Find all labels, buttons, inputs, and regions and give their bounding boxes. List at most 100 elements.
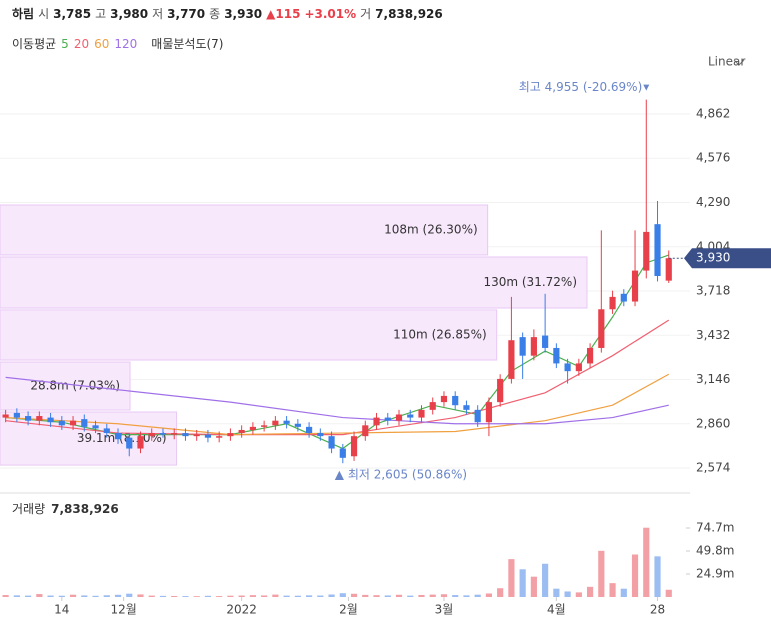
y-tick-label: 4,290 xyxy=(696,195,730,209)
legend-item[interactable]: 120 xyxy=(114,37,137,51)
header-item: 저 xyxy=(152,7,163,21)
legend-item[interactable]: 5 xyxy=(61,37,69,51)
volume-bar xyxy=(58,595,65,597)
y-tick-label: 2,860 xyxy=(696,416,730,430)
candle-body xyxy=(159,433,167,435)
y-tick-label: 3,718 xyxy=(696,284,730,298)
volume-profile-band xyxy=(0,256,588,309)
legend-item[interactable]: 60 xyxy=(94,37,109,51)
candle-body xyxy=(114,433,122,440)
candle-body xyxy=(36,416,43,421)
volume-profile-band xyxy=(0,204,489,256)
x-tick-label: 28 xyxy=(650,603,665,617)
candle-body xyxy=(452,395,459,406)
volume-bar xyxy=(362,594,369,597)
header-item: +3.01% xyxy=(304,7,356,21)
candle-body xyxy=(238,429,245,434)
candle-body xyxy=(631,270,639,302)
volume-bar xyxy=(238,595,245,597)
header-item: 종 xyxy=(209,7,220,21)
legend-item[interactable]: 20 xyxy=(74,37,89,51)
volume-bar xyxy=(216,596,223,597)
header-item: ▲115 xyxy=(266,7,300,21)
volume-bar xyxy=(485,593,493,597)
volume-bar xyxy=(283,595,290,597)
header-item: 3,930 xyxy=(224,7,262,21)
volume-tick-label: 49.8m xyxy=(696,543,734,557)
volume-bar xyxy=(418,594,425,597)
y-tick-label: 4,862 xyxy=(696,106,730,120)
volume-total: 7,838,926 xyxy=(51,502,119,516)
candle-body xyxy=(92,425,99,429)
volume-profile-band xyxy=(0,361,131,411)
candle-body xyxy=(306,426,313,434)
volume-tick-label: 24.9m xyxy=(696,566,734,580)
candle-body xyxy=(103,428,110,434)
volume-profile-label: 110m (26.85%) xyxy=(393,327,487,341)
volume-bar xyxy=(204,595,212,597)
candle-body xyxy=(418,409,425,418)
candle-body xyxy=(575,363,582,372)
candle-body xyxy=(171,433,178,435)
candle-body xyxy=(81,419,88,427)
candle-body xyxy=(395,414,403,421)
header-item: 시 xyxy=(38,7,49,21)
header-item: 거 xyxy=(360,7,371,21)
candle-body xyxy=(137,436,144,449)
candle-body xyxy=(474,409,481,423)
candle-body xyxy=(407,414,414,418)
candle-body xyxy=(553,347,560,364)
candle-body xyxy=(620,293,627,302)
volume-bar xyxy=(148,595,155,597)
dropdown-icon[interactable] xyxy=(733,59,745,66)
volume-bar xyxy=(272,594,279,597)
volume-profile-band xyxy=(0,309,498,361)
volume-bar xyxy=(317,595,324,597)
volume-tick-label: 74.7m xyxy=(696,520,734,534)
candle-body xyxy=(182,433,189,437)
legend-profile[interactable]: 매물분석도(7) xyxy=(151,37,223,51)
volume-bar xyxy=(306,595,313,597)
volume-bar xyxy=(586,586,594,597)
header-item: 하림 xyxy=(12,6,34,21)
volume-bar xyxy=(36,594,43,597)
volume-bar xyxy=(137,594,144,597)
candle-body xyxy=(328,436,335,449)
header-item: 3,980 xyxy=(110,7,148,21)
candle-body xyxy=(216,436,223,438)
candle-body xyxy=(148,433,155,437)
volume-title: 거래량 7,838,926 xyxy=(12,502,119,516)
candle-body xyxy=(362,425,369,437)
candle-body xyxy=(283,420,290,424)
candle-body xyxy=(665,258,672,281)
volume-bar xyxy=(373,595,380,597)
volume-bar xyxy=(294,595,301,597)
scale-mode[interactable]: Linear xyxy=(708,55,745,69)
candle-body xyxy=(373,417,380,426)
volume-bar xyxy=(530,576,537,597)
volume-bar xyxy=(440,594,448,597)
candle-body xyxy=(272,420,279,426)
candle-body xyxy=(497,378,504,403)
volume-bar xyxy=(598,550,605,597)
volume-bar xyxy=(2,595,9,597)
candle-body xyxy=(204,434,212,438)
volume-bar xyxy=(564,591,571,597)
volume-bar xyxy=(328,594,335,597)
candle-body xyxy=(440,395,448,403)
volume-bar xyxy=(654,556,661,597)
volume-profile-label: 130m (31.72%) xyxy=(483,275,577,289)
y-tick-label: 4,576 xyxy=(696,151,730,165)
candle-body xyxy=(249,426,256,430)
candle-body xyxy=(350,436,358,457)
volume-bar xyxy=(69,594,77,597)
volume-bar xyxy=(339,593,346,597)
candle-body xyxy=(384,417,391,421)
volume-bar xyxy=(395,594,403,597)
candle-body xyxy=(654,224,661,277)
volume-bar xyxy=(159,595,167,597)
candle-body xyxy=(463,405,470,410)
volume-bar xyxy=(643,527,650,597)
volume-bar xyxy=(463,595,470,597)
candle-body xyxy=(508,340,515,379)
